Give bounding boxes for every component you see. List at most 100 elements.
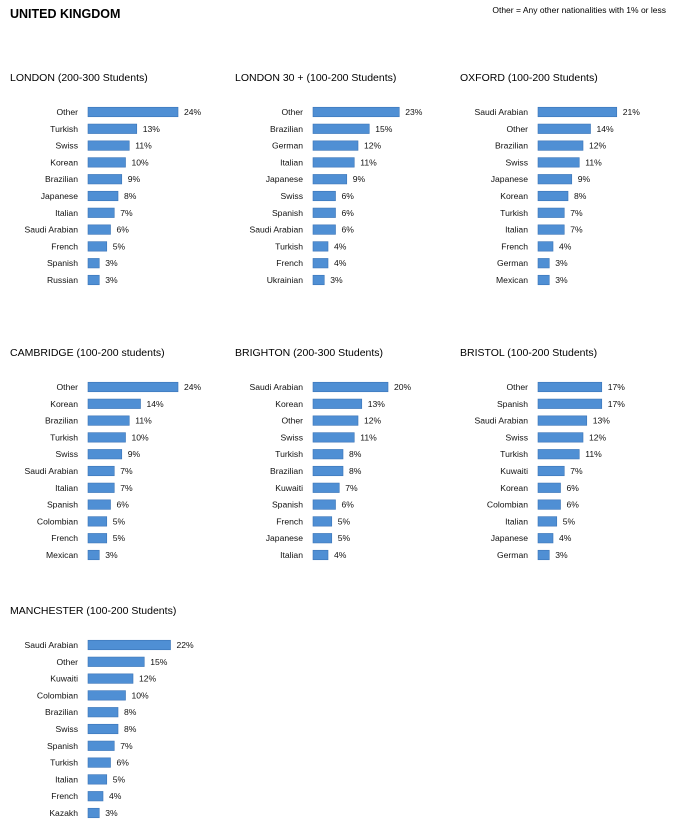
category-label: Korean xyxy=(50,399,78,409)
bar xyxy=(537,140,584,151)
bar xyxy=(537,499,561,510)
category-label: German xyxy=(497,550,528,560)
bar xyxy=(537,174,573,185)
chart-plot: Saudi Arabian 21% Other 14% Brazilian 12% Swis… xyxy=(474,106,640,286)
category-label: Japanese xyxy=(491,174,528,184)
chart-plot: Other 24% Turkish 13% Swiss 11% Korean 10% Brazi… xyxy=(24,106,202,286)
bar xyxy=(87,690,126,701)
value-label: 11% xyxy=(135,416,152,426)
category-label: Japanese xyxy=(266,174,303,184)
category-label: Swiss xyxy=(506,432,528,442)
value-label: 8% xyxy=(349,466,362,476)
bar xyxy=(537,449,580,460)
chart-plot: Saudi Arabian 20% Korean 13% Other 12% Swiss 11… xyxy=(249,381,412,561)
value-label: 3% xyxy=(555,550,568,560)
bar xyxy=(537,549,550,561)
category-label: Swiss xyxy=(281,191,303,201)
value-label: 8% xyxy=(124,191,137,201)
value-label: 22% xyxy=(177,640,195,650)
category-label: Japanese xyxy=(491,533,528,543)
value-label: 3% xyxy=(105,808,118,818)
other-definition-note: Other = Any other nationalities with 1% … xyxy=(492,5,666,15)
chart-cambridge: CAMBRIDGE (100-200 students) Other 24% Kor… xyxy=(10,347,236,577)
chart-oxford: OXFORD (100-200 Students) Saudi Arabian 2… xyxy=(460,72,678,302)
category-label: Saudi Arabian xyxy=(474,416,528,426)
value-label: 6% xyxy=(342,208,355,218)
category-label: French xyxy=(501,241,528,251)
value-label: 7% xyxy=(345,483,358,493)
chart-plot: Other 17% Spanish 17% Saudi Arabian 13% Swiss 1… xyxy=(474,381,626,561)
value-label: 7% xyxy=(570,225,583,235)
category-label: Saudi Arabian xyxy=(24,225,78,235)
category-label: Spanish xyxy=(497,399,528,409)
bar xyxy=(87,415,130,426)
category-label: Brazilian xyxy=(45,174,78,184)
bar xyxy=(312,140,359,151)
bar xyxy=(312,533,333,544)
chart-london: LONDON (200-300 Students) Other 24% Turkis… xyxy=(10,72,236,302)
bar xyxy=(87,482,115,493)
bar xyxy=(87,549,100,561)
bar xyxy=(312,258,329,269)
bar xyxy=(537,516,558,527)
value-label: 7% xyxy=(120,741,133,751)
category-label: Swiss xyxy=(56,449,78,459)
bar xyxy=(87,381,179,393)
category-label: Other xyxy=(57,382,79,392)
bar xyxy=(87,207,115,218)
category-label: Other xyxy=(57,657,79,667)
chart-title: BRISTOL (100-200 Students) xyxy=(460,347,598,359)
category-label: Turkish xyxy=(500,208,528,218)
category-label: Swiss xyxy=(56,141,78,151)
bar xyxy=(537,224,565,235)
value-label: 3% xyxy=(105,550,118,560)
bar xyxy=(87,639,171,651)
bar xyxy=(312,224,336,235)
bar xyxy=(312,516,333,527)
bar xyxy=(312,465,344,477)
value-label: 4% xyxy=(334,258,347,268)
category-label: Brazilian xyxy=(45,707,78,717)
category-label: Italian xyxy=(55,483,78,493)
bar xyxy=(87,516,108,527)
category-label: Italian xyxy=(280,157,303,167)
value-label: 11% xyxy=(360,157,377,167)
value-label: 17% xyxy=(608,399,626,409)
bar xyxy=(87,174,123,185)
category-label: Brazilian xyxy=(495,141,528,151)
chart-title: BRIGHTON (200-300 Students) xyxy=(235,347,384,359)
value-label: 24% xyxy=(184,107,202,117)
value-label: 5% xyxy=(563,516,576,526)
category-label: Italian xyxy=(505,516,528,526)
category-label: Italian xyxy=(55,774,78,784)
value-label: 8% xyxy=(574,191,587,201)
value-label: 11% xyxy=(585,449,602,459)
chart-plot: Saudi Arabian 22% Other 15% Kuwaiti 12% Colomb… xyxy=(24,639,195,819)
bar xyxy=(87,190,119,202)
value-label: 10% xyxy=(132,432,150,442)
bar xyxy=(312,106,400,118)
value-label: 4% xyxy=(109,791,122,801)
category-label: Japanese xyxy=(41,191,78,201)
bar xyxy=(87,499,111,510)
category-label: Kuwaiti xyxy=(275,483,303,493)
bar xyxy=(312,157,355,168)
bar xyxy=(87,274,100,286)
bar xyxy=(312,482,340,493)
bar xyxy=(537,432,584,443)
value-label: 5% xyxy=(338,533,351,543)
category-label: Turkish xyxy=(50,432,78,442)
value-label: 23% xyxy=(405,107,423,117)
category-label: Korean xyxy=(275,399,303,409)
bar xyxy=(537,207,565,218)
bar xyxy=(312,190,336,202)
value-label: 3% xyxy=(105,275,118,285)
category-label: Kazakh xyxy=(49,808,78,818)
bar xyxy=(87,791,104,802)
category-label: German xyxy=(497,258,528,268)
bar xyxy=(87,656,145,667)
category-label: Brazilian xyxy=(45,416,78,426)
value-label: 4% xyxy=(559,241,572,251)
chart-london-30-plus: LONDON 30 + (100-200 Students) Other 23% B… xyxy=(235,72,461,302)
category-label: Saudi Arabian xyxy=(24,640,78,650)
